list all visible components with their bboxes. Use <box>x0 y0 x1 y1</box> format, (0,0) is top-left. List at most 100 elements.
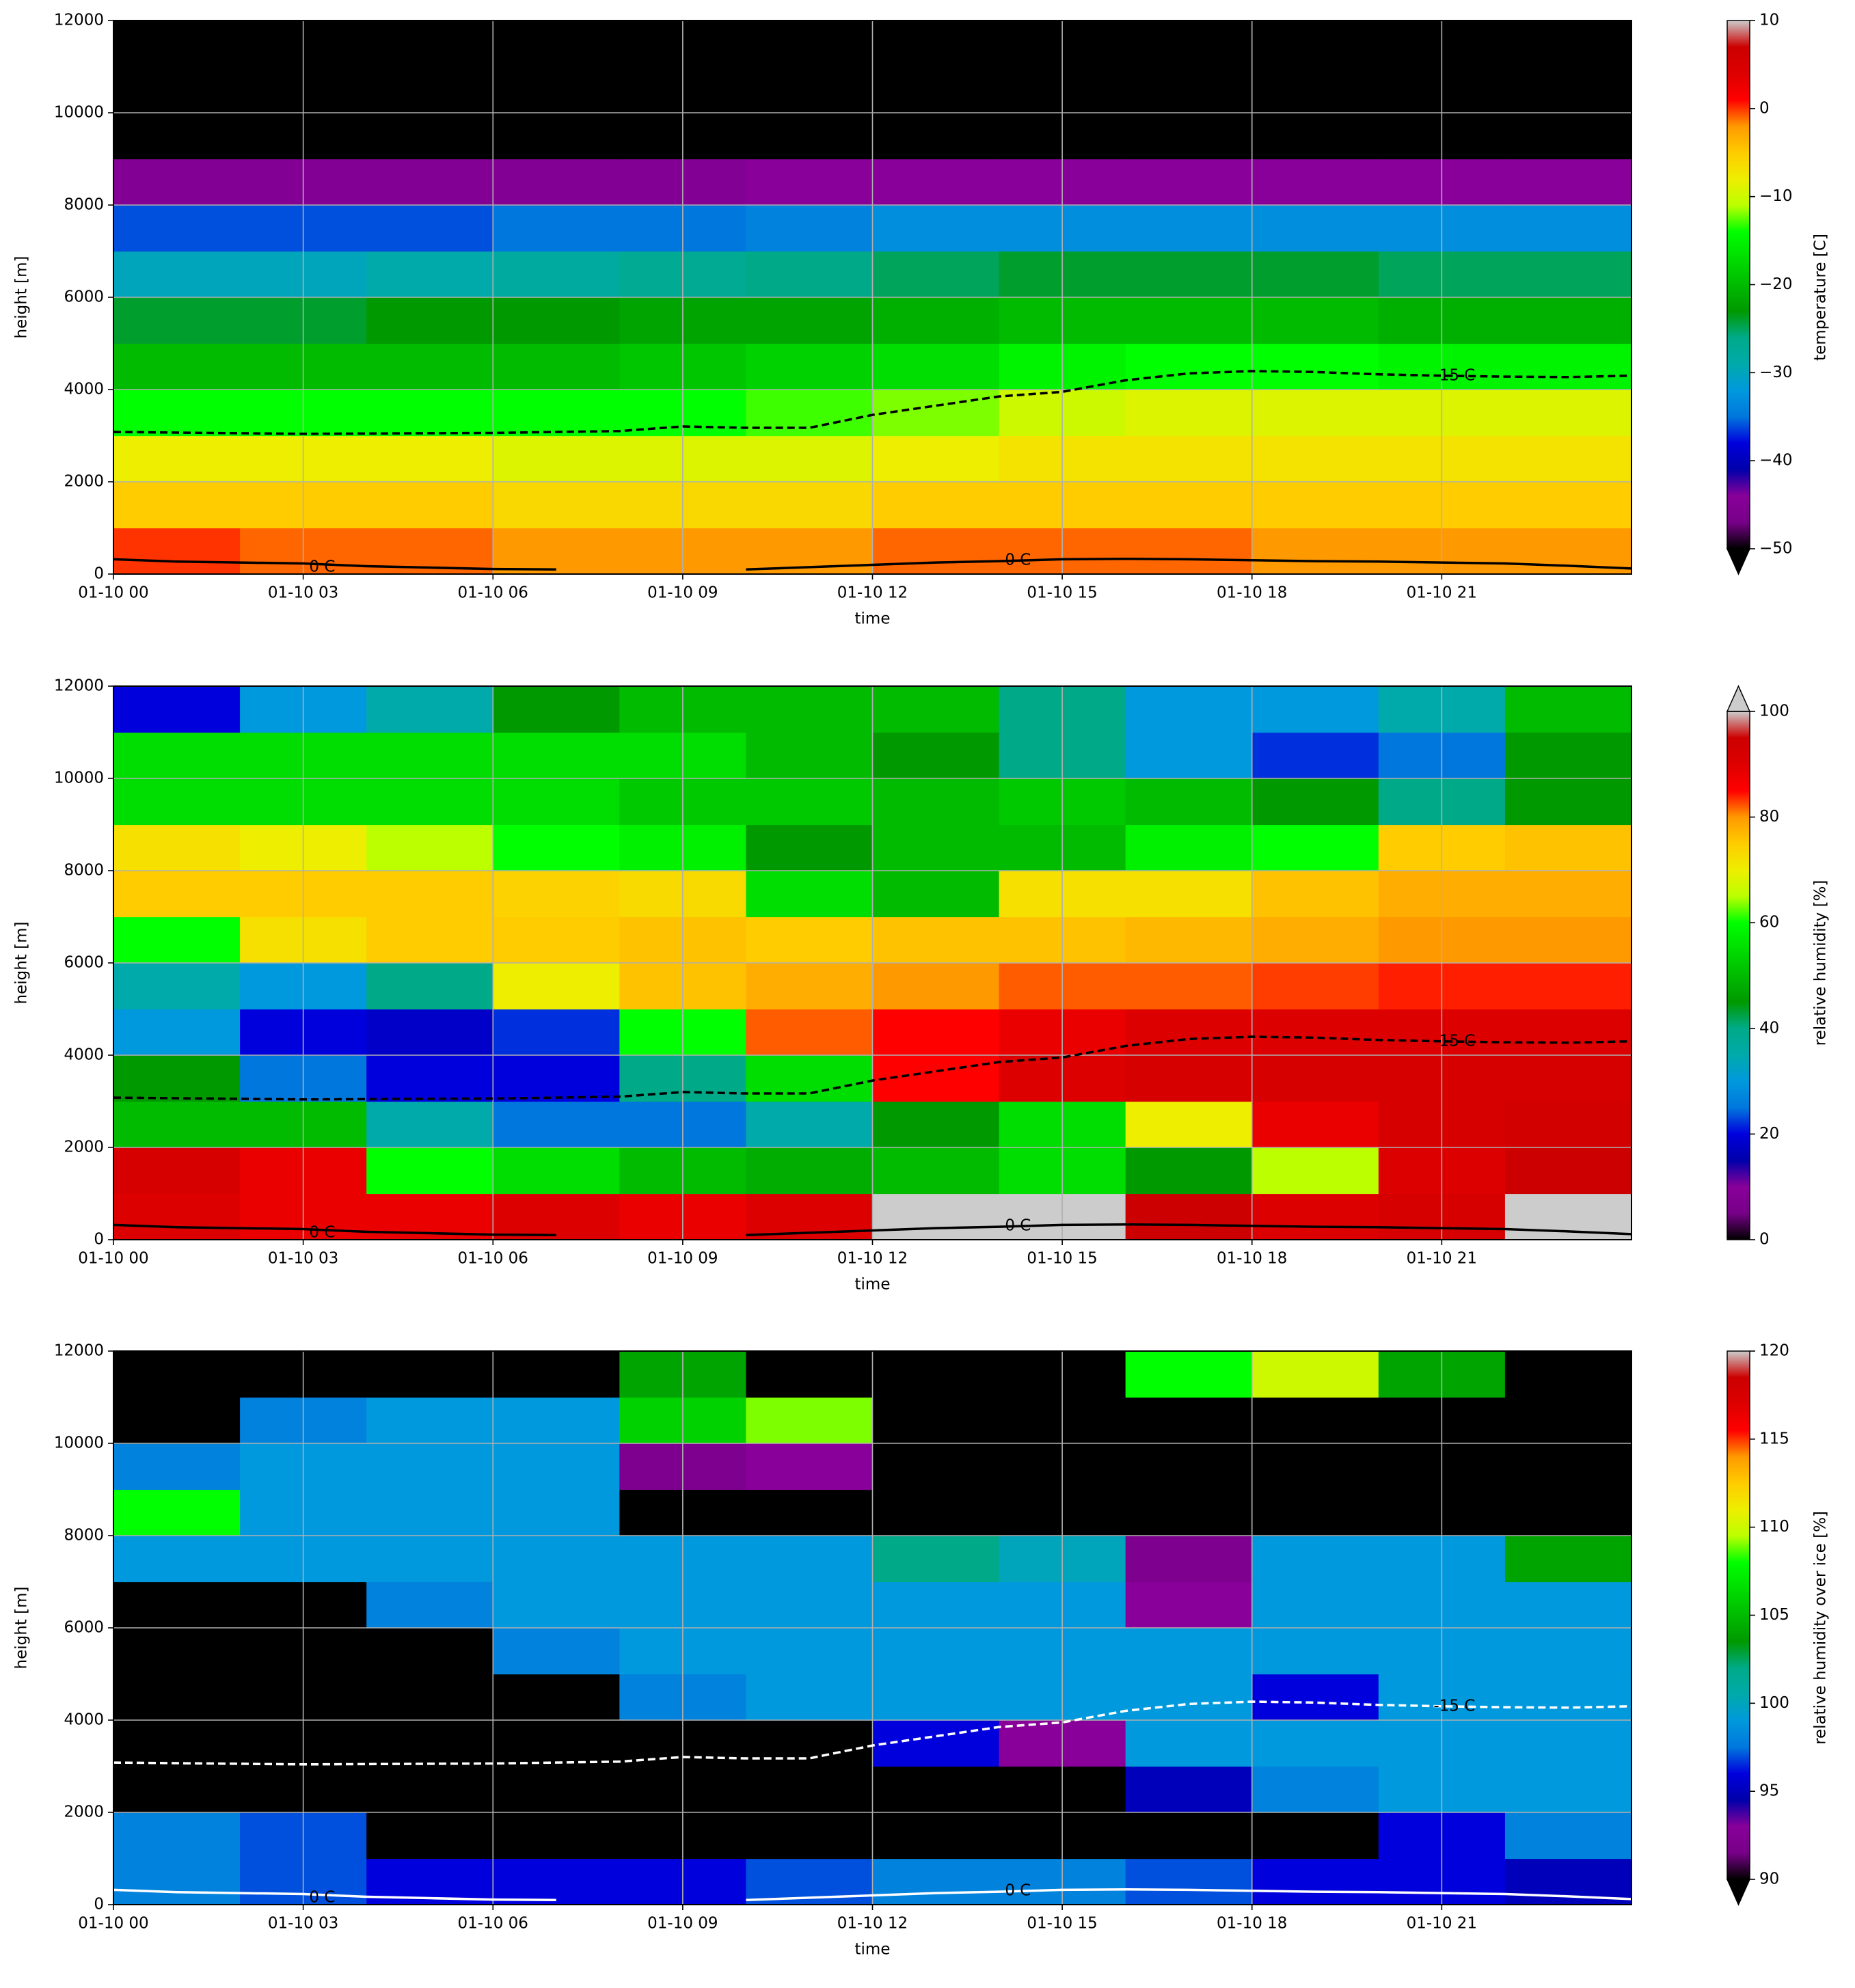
heatmap-cell <box>1504 1397 1631 1444</box>
colorbar-tick-label: 105 <box>1759 1606 1789 1624</box>
heatmap-cell <box>1251 1536 1379 1583</box>
heatmap-cell <box>493 21 620 68</box>
x-tick-label: 01-10 00 <box>78 1915 148 1933</box>
heatmap-cell <box>493 113 620 160</box>
heatmap-cell <box>872 1443 1000 1490</box>
heatmap-cell <box>1251 1009 1379 1056</box>
heatmap-cell <box>366 159 493 206</box>
y-tick-label: 2000 <box>64 473 104 491</box>
heatmap-cell <box>872 205 1000 252</box>
x-tick-label: 01-10 21 <box>1407 1915 1477 1933</box>
heatmap-cell <box>1125 1443 1253 1490</box>
x-tick-label: 01-10 12 <box>837 1915 908 1933</box>
heatmap-cell <box>493 1101 620 1148</box>
heatmap-cell <box>1251 1581 1379 1629</box>
heatmap-cell <box>113 113 241 160</box>
heatmap-cell <box>493 1674 620 1721</box>
heatmap-cell <box>1125 1193 1253 1240</box>
heatmap-cell <box>1504 390 1631 437</box>
contour-label: -15 C <box>1433 1697 1475 1715</box>
heatmap-cell <box>493 1397 620 1444</box>
heatmap-cell <box>493 1443 620 1490</box>
heatmap-cell <box>493 159 620 206</box>
heatmap-cell <box>493 732 620 779</box>
y-tick-label: 12000 <box>54 12 104 29</box>
heatmap-cell <box>746 686 874 733</box>
heatmap-cell <box>1504 778 1631 826</box>
heatmap-cell <box>366 390 493 437</box>
heatmap-cell <box>113 251 241 298</box>
heatmap-cell <box>1504 21 1631 68</box>
heatmap-cell <box>113 686 241 733</box>
heatmap-cell <box>493 1193 620 1240</box>
heatmap-cell <box>1251 1351 1379 1398</box>
heatmap-cell <box>746 66 874 113</box>
heatmap-cell <box>1504 1351 1631 1398</box>
heatmap-cell <box>746 205 874 252</box>
contour-label: 0 C <box>1005 551 1031 569</box>
x-tick-label: 01-10 03 <box>268 1250 338 1268</box>
heatmap-cell <box>1251 1443 1379 1490</box>
y-axis-label: height [m] <box>13 1587 31 1670</box>
colorbar-tick-label: 80 <box>1759 808 1779 826</box>
heatmap-cell <box>113 1812 241 1860</box>
x-tick-label: 01-10 09 <box>647 584 718 602</box>
y-tick-label: 0 <box>94 1231 104 1249</box>
heatmap-cell <box>493 66 620 113</box>
y-tick-label: 4000 <box>64 1711 104 1729</box>
heatmap-cell <box>746 916 874 964</box>
heatmap-cell <box>1251 1147 1379 1195</box>
heatmap-cell <box>1125 732 1253 779</box>
colorbar-tick-label: −20 <box>1759 275 1793 293</box>
heatmap-cell <box>746 1147 874 1195</box>
heatmap-cell <box>113 1581 241 1629</box>
heatmap-cell <box>366 1009 493 1056</box>
heatmap-cell <box>1504 1009 1631 1056</box>
x-tick-label: 01-10 15 <box>1027 584 1097 602</box>
heatmap-cell <box>1504 732 1631 779</box>
heatmap-cell <box>872 297 1000 344</box>
heatmap-cell <box>1125 1766 1253 1813</box>
heatmap-cell <box>493 1720 620 1767</box>
heatmap-cell <box>493 343 620 390</box>
heatmap-cell <box>746 390 874 437</box>
heatmap-cell <box>746 824 874 871</box>
heatmap-cell <box>1125 916 1253 964</box>
colorbar <box>1727 21 1750 549</box>
heatmap-cell <box>746 159 874 206</box>
colorbar-tick-label: 0 <box>1759 1231 1770 1249</box>
heatmap-cell <box>746 435 874 482</box>
y-tick-label: 6000 <box>64 288 104 306</box>
heatmap-cell <box>872 159 1000 206</box>
colorbar-tick-label: 115 <box>1759 1430 1789 1447</box>
heatmap-cell <box>1504 1766 1631 1813</box>
heatmap-cell <box>493 297 620 344</box>
heatmap-cell <box>493 482 620 529</box>
heatmap-cell <box>872 528 1000 574</box>
heatmap-cell <box>746 1009 874 1056</box>
contour-line <box>113 1700 1631 1766</box>
heatmap-cell <box>113 1858 241 1905</box>
x-tick-label: 01-10 18 <box>1217 584 1287 602</box>
heatmap-cell <box>113 390 241 437</box>
heatmap-cell <box>1251 1812 1379 1860</box>
heatmap-cell <box>872 1628 1000 1675</box>
heatmap-cell <box>746 1581 874 1629</box>
heatmap-cell <box>366 1055 493 1102</box>
heatmap-cell <box>1504 343 1631 390</box>
heatmap-cell <box>113 1193 241 1240</box>
heatmap-cell <box>1125 251 1253 298</box>
heatmap-cell <box>872 343 1000 390</box>
heatmap-cell <box>1125 1147 1253 1195</box>
heatmap-cell <box>872 778 1000 826</box>
heatmap-cell <box>872 916 1000 964</box>
heatmap-cell <box>1251 66 1379 113</box>
heatmap-cell <box>493 1351 620 1398</box>
x-tick-label: 01-10 00 <box>78 584 148 602</box>
heatmap-cell <box>1251 1720 1379 1767</box>
heatmap-cell <box>1504 686 1631 733</box>
heatmap-cell <box>493 871 620 918</box>
heatmap-cell <box>746 1443 874 1490</box>
heatmap-cell <box>746 21 874 68</box>
